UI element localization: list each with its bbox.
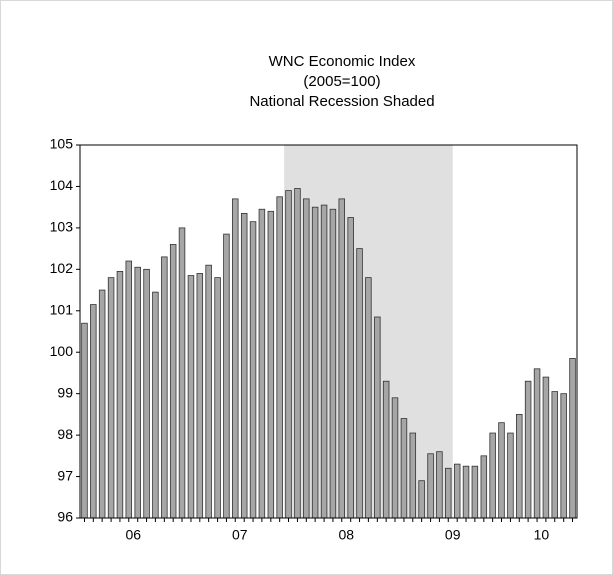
bar <box>436 451 443 519</box>
y-tick-label: 102 <box>50 260 74 276</box>
bar <box>453 463 461 519</box>
bar <box>542 376 550 519</box>
bar <box>267 210 275 519</box>
bar <box>276 196 283 519</box>
bar <box>462 465 470 519</box>
bar <box>516 413 523 519</box>
chart-subtitle: National Recession Shaded <box>249 93 434 110</box>
bar <box>125 260 133 519</box>
y-tick-label: 103 <box>50 219 74 235</box>
y-tick-label: 99 <box>57 384 73 400</box>
bar <box>400 418 408 519</box>
bar <box>382 380 390 519</box>
bar <box>205 264 212 519</box>
y-tick-label: 98 <box>57 426 73 442</box>
bar <box>232 198 239 519</box>
bar <box>374 316 381 519</box>
bar <box>81 322 88 519</box>
chart-subtitle: (2005=100) <box>303 73 380 90</box>
bar <box>98 289 106 519</box>
bar <box>338 198 345 519</box>
bar <box>214 277 221 519</box>
bar <box>356 248 363 519</box>
bar <box>90 304 97 519</box>
bar <box>187 275 195 519</box>
bar <box>161 256 168 519</box>
bar <box>329 208 337 519</box>
x-tick-label: 07 <box>232 527 248 543</box>
bar <box>196 273 204 519</box>
x-tick-label: 06 <box>125 527 141 543</box>
y-tick-label: 96 <box>57 509 73 525</box>
bar <box>560 393 567 519</box>
bar <box>507 432 514 519</box>
bar <box>347 217 354 519</box>
bar <box>285 190 292 519</box>
bar <box>178 227 186 519</box>
bar <box>143 268 150 519</box>
x-tick-label: 08 <box>338 527 354 543</box>
bar <box>320 204 328 519</box>
bar <box>569 358 576 519</box>
x-tick-label: 09 <box>445 527 461 543</box>
y-tick-label: 104 <box>50 177 74 193</box>
bar <box>524 380 532 519</box>
bar <box>391 397 399 519</box>
y-tick-label: 105 <box>50 136 74 152</box>
bar <box>294 188 301 519</box>
bar <box>258 208 266 519</box>
x-tick-label: 10 <box>534 527 550 543</box>
bar <box>551 391 558 519</box>
bar <box>409 432 417 519</box>
bar <box>107 277 115 519</box>
bar <box>169 244 177 519</box>
bar <box>445 467 452 519</box>
bar <box>116 271 124 519</box>
bar <box>533 368 541 519</box>
bar <box>418 480 425 519</box>
bar <box>303 198 310 519</box>
chart-title: WNC Economic Index <box>269 53 416 70</box>
bar <box>427 453 434 519</box>
y-tick-label: 101 <box>50 301 74 317</box>
bar <box>480 455 488 519</box>
bar <box>471 465 479 519</box>
y-tick-label: 100 <box>50 343 74 359</box>
bar <box>365 277 372 519</box>
bar <box>223 233 230 519</box>
bar <box>489 432 496 519</box>
bar <box>311 206 319 519</box>
bar <box>498 422 505 519</box>
bar <box>134 266 141 519</box>
y-tick-label: 97 <box>57 467 73 483</box>
bar <box>249 221 257 519</box>
bar <box>240 212 248 519</box>
bar <box>152 291 159 519</box>
plot-border <box>79 144 578 519</box>
